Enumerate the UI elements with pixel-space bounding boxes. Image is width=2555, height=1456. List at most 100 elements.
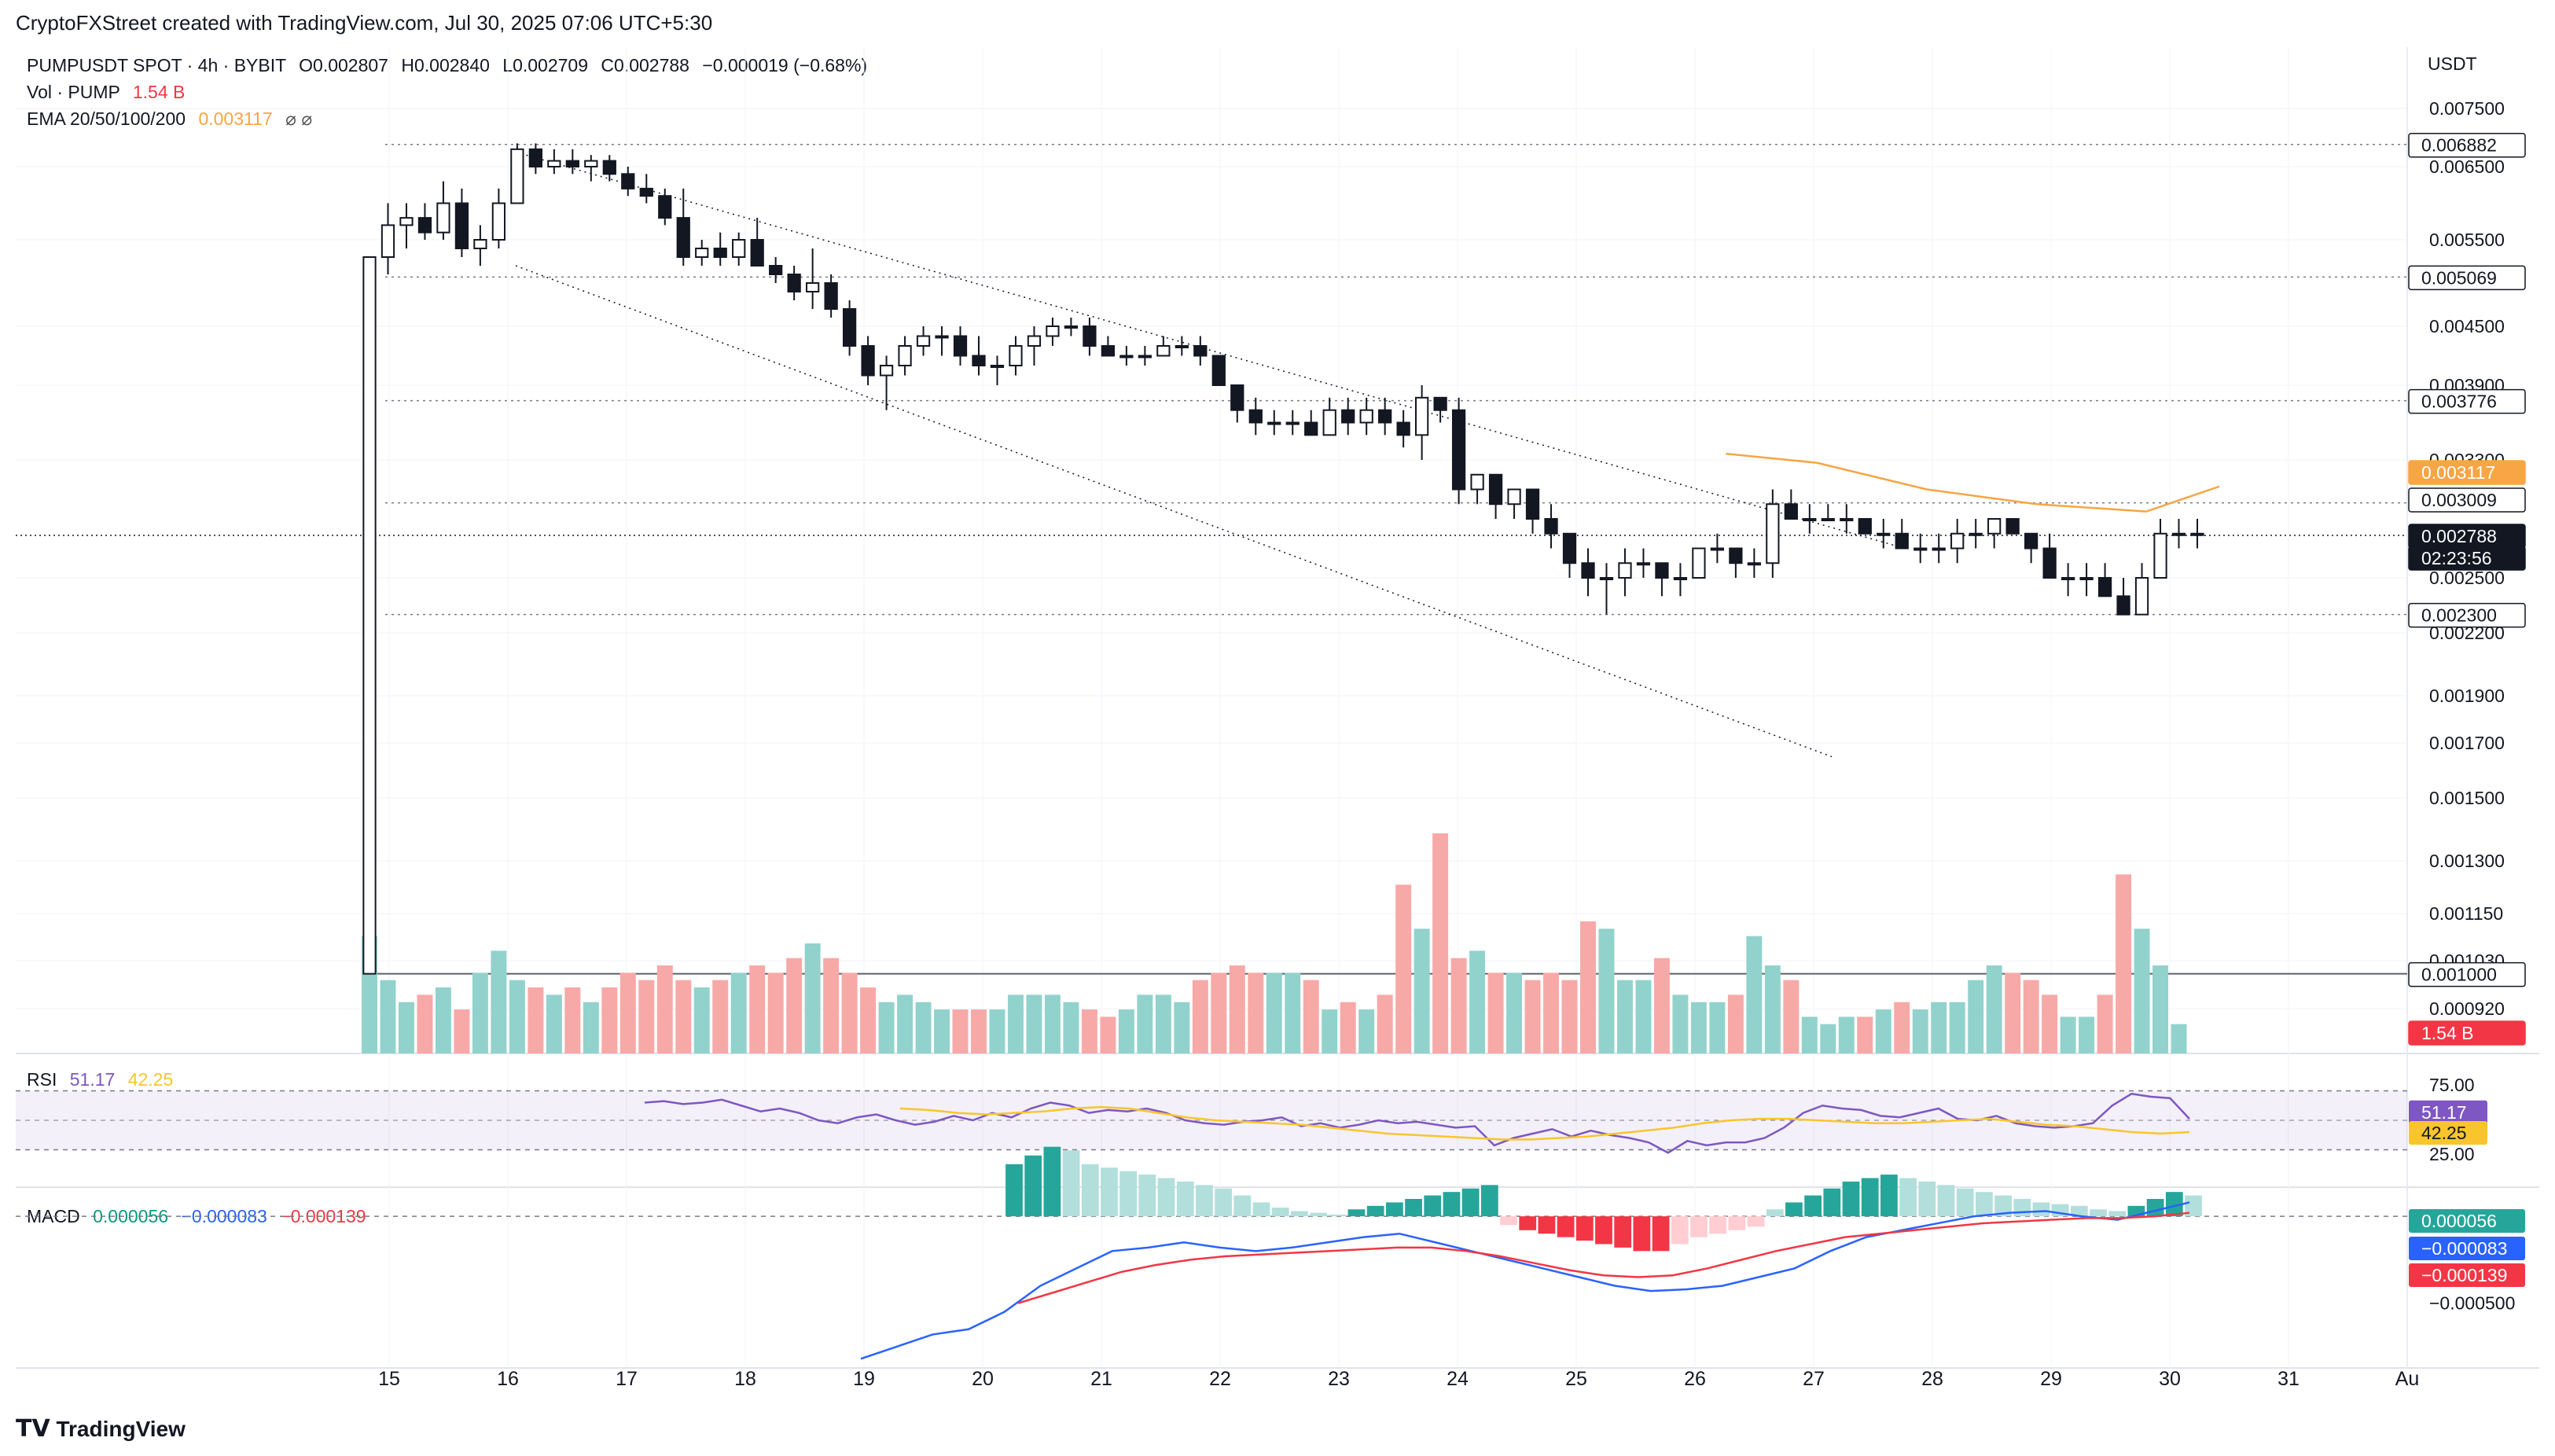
macd-histogram-bar [1252,1202,1270,1217]
candle-body [1673,577,1688,580]
ema-value: 0.003117 [198,108,273,129]
macd-histogram-bar [1804,1195,1822,1217]
volume-bar [1986,965,2002,1053]
candle [1341,397,1355,436]
candle-body [879,365,894,377]
candle [510,143,524,204]
rsi-value-box [2409,1121,2487,1145]
macd-histogram-bar [1157,1178,1175,1217]
candle [2153,519,2167,579]
macd-signal-value: −0.000139 [280,1206,366,1226]
price-tick-label: 0.001700 [2429,733,2505,753]
candle-body [1046,325,1060,337]
candle [787,266,801,300]
candle-body [2134,577,2149,616]
candle [602,155,616,182]
volume-bar [1340,1002,1356,1053]
candle-body [1101,345,1116,357]
macd-histogram-bar [1671,1216,1689,1245]
candle-body [1636,562,1651,566]
volume-bar [767,973,784,1053]
macd-histogram-bar [1975,1192,1993,1217]
candle [1322,397,1336,436]
volume-bar [1211,973,1227,1053]
price-label: 0.002788 [2421,526,2497,546]
volume-bar [2060,1017,2076,1053]
symbol-label[interactable]: PUMPUSDT SPOT · 4h · BYBIT [27,55,286,75]
rsi-legend[interactable]: RSI 51.17 42.25 [27,1069,173,1090]
candle-body [1322,409,1336,436]
candle [1766,489,1780,578]
volume-bar [1820,1024,1836,1053]
candle [1378,397,1392,436]
candle-body [1950,532,1965,550]
macd-value-box [2409,1263,2525,1287]
macd-histogram-bar [1005,1164,1023,1217]
macd-histogram-bar [1233,1195,1252,1217]
candle [1932,533,1946,564]
price-label: 1.54 B [2421,1023,2474,1043]
macd-histogram-bar [1196,1185,1213,1217]
candle-body [2097,577,2112,597]
candle [695,240,709,266]
volume-bar [1450,958,1467,1053]
time-tick-label: 31 [2277,1368,2300,1390]
change-value: −0.000019 (−0.68%) [702,55,868,75]
rsi-line [644,1092,2190,1154]
volume-bar [897,995,914,1053]
candle-body [787,274,801,292]
tradingview-logo-icon: 𝗧𝗩 [16,1416,50,1442]
macd-value-box [2409,1209,2525,1233]
ema-legend[interactable]: EMA 20/50/100/200 0.003117 ⌀ ⌀ [27,108,312,130]
time-tick-label: 22 [1209,1368,1231,1390]
candle [1083,318,1097,356]
candle [935,326,949,356]
volume-legend[interactable]: Vol · PUMP 1.54 B [27,82,185,103]
volume-bar [2005,973,2021,1053]
candle [399,203,414,248]
volume-bar [1727,995,1744,1053]
candle [2116,578,2130,616]
price-tick-label: 0.001500 [2429,788,2505,808]
candle [1784,489,1798,520]
close-value: C0.002788 [601,55,689,75]
candle [2171,519,2186,549]
candle [1064,318,1079,336]
high-value: H0.002840 [401,55,490,75]
trendline [515,151,1906,550]
time-tick-label: 25 [1565,1368,1587,1390]
candle-body [769,265,783,275]
volume-bar [1543,973,1560,1053]
candle-body [2116,595,2130,616]
macd-histogram-bar [1461,1188,1480,1217]
candle [953,326,968,366]
candle-body [1766,503,1780,564]
candle-body [1729,547,1743,564]
macd-histogram-bar [1633,1216,1651,1252]
candle [2097,563,2112,597]
candle [972,336,986,376]
volume-bar [1469,950,1486,1053]
price-tick-label: 0.007500 [2429,98,2505,119]
candle [1840,504,1854,534]
macd-histogram-bar [1690,1216,1708,1237]
candle [1747,548,1761,578]
candle-body [2153,532,2167,579]
candle [2134,563,2149,616]
volume-bar [712,980,729,1053]
tradingview-logo[interactable]: 𝗧𝗩 TradingView [16,1415,186,1443]
candle [1507,488,1521,519]
ema-hidden-icons[interactable]: ⌀ ⌀ [285,108,313,129]
volume-bar [583,1002,599,1053]
currency-unit[interactable]: USDT [2428,53,2477,74]
macd-histogram-bar [1652,1216,1670,1252]
time-tick-label: 23 [1328,1368,1350,1390]
volume-bar [1118,1009,1134,1053]
ema-line [1726,452,2220,513]
candle-body [639,187,653,197]
candle-body [454,202,469,249]
candle-body [750,239,764,267]
volume-bar [472,973,488,1053]
macd-histogram-bar [1480,1185,1498,1217]
